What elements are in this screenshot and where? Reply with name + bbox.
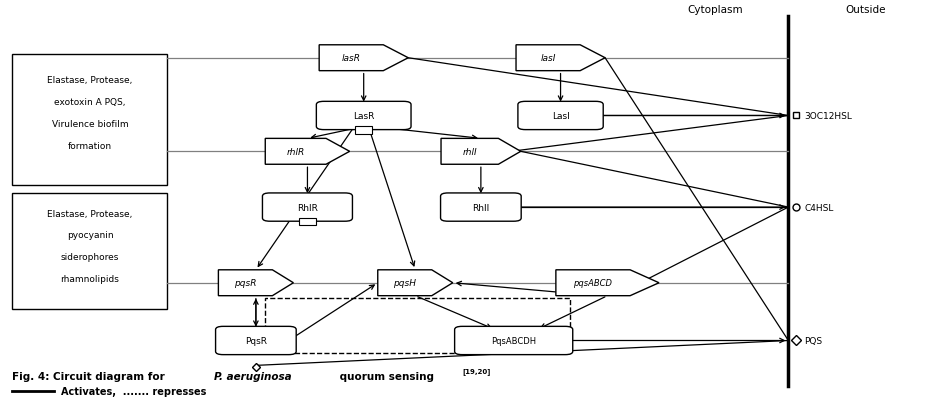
Text: PqsR: PqsR [245,336,267,345]
Text: Elastase, Protease,: Elastase, Protease, [47,209,133,218]
Text: pqsR: pqsR [234,279,256,288]
Text: rhlR: rhlR [287,147,305,156]
FancyBboxPatch shape [455,326,572,355]
Text: RhlR: RhlR [297,203,318,212]
Text: Fig. 4: Circuit diagram for: Fig. 4: Circuit diagram for [12,371,169,382]
Bar [356,127,372,134]
FancyBboxPatch shape [216,326,296,355]
Polygon shape [265,139,350,165]
Polygon shape [555,270,659,296]
FancyBboxPatch shape [262,194,353,222]
Text: quorum sensing: quorum sensing [336,371,434,382]
FancyBboxPatch shape [518,102,604,130]
Polygon shape [441,139,521,165]
Polygon shape [516,46,605,72]
Text: Elastase, Protease,: Elastase, Protease, [47,76,133,85]
Text: Activates,  ....... represses: Activates, ....... represses [61,386,207,396]
Text: LasI: LasI [552,112,570,121]
Text: Cytoplasm: Cytoplasm [687,5,743,15]
Text: rhamnolipids: rhamnolipids [60,275,120,284]
FancyBboxPatch shape [440,194,521,222]
Text: pqsH: pqsH [393,279,416,288]
Polygon shape [319,46,408,72]
Bar [12,55,167,186]
Text: PqsABCDH: PqsABCDH [491,336,537,345]
Text: LasR: LasR [353,112,374,121]
Text: Outside: Outside [845,5,885,15]
Bar [299,218,316,226]
Text: C4HSL: C4HSL [804,203,834,212]
Text: [19,20]: [19,20] [462,367,490,374]
Text: formation: formation [68,141,112,151]
Bar [12,194,167,309]
Text: rhlI: rhlI [462,147,477,156]
Text: pyocyanin: pyocyanin [67,231,113,240]
Polygon shape [219,270,293,296]
Bar [265,298,570,354]
Text: lasI: lasI [540,54,555,63]
FancyBboxPatch shape [316,102,411,130]
Text: RhlI: RhlI [472,203,489,212]
Text: PQS: PQS [804,336,822,345]
Text: pqsABCD: pqsABCD [573,279,613,288]
Text: Virulence biofilm: Virulence biofilm [52,119,128,129]
Text: lasR: lasR [341,54,361,63]
Text: P. aeruginosa: P. aeruginosa [214,371,291,382]
Text: 3OC12HSL: 3OC12HSL [804,112,852,121]
Polygon shape [378,270,453,296]
Text: exotoxin A PQS,: exotoxin A PQS, [54,98,125,107]
Text: siderophores: siderophores [60,253,119,262]
